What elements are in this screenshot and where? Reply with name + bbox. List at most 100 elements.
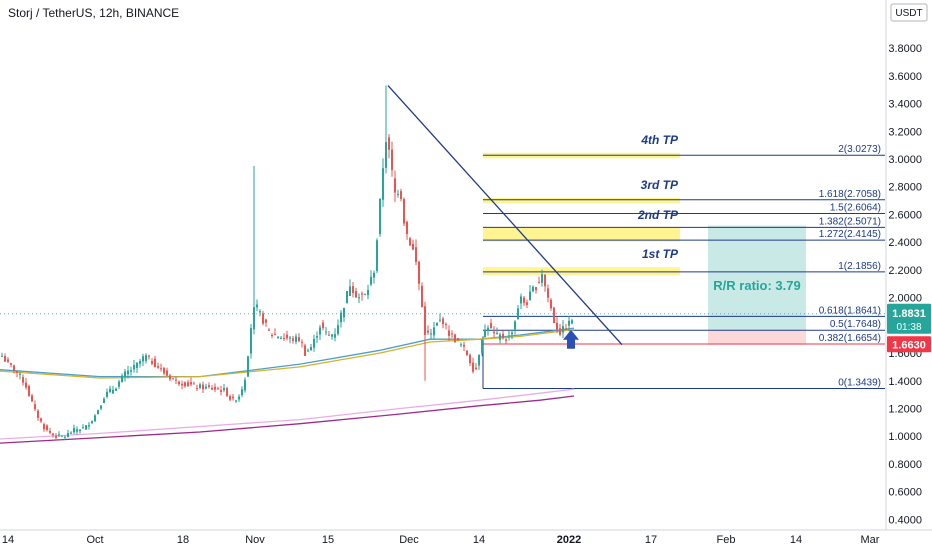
y-tick-label: 0.6000 bbox=[888, 487, 922, 499]
candle-body bbox=[565, 328, 567, 330]
candle-body bbox=[94, 415, 96, 422]
candle-body bbox=[229, 396, 231, 400]
candle-body bbox=[541, 274, 543, 283]
candle-body bbox=[238, 396, 240, 400]
fib-level-label: 1(2.1856) bbox=[838, 261, 881, 272]
x-tick-label: 14 bbox=[2, 534, 14, 546]
stop-price-badge bbox=[887, 336, 931, 353]
candle-body bbox=[61, 435, 63, 437]
candle-body bbox=[133, 365, 135, 370]
candle-body bbox=[361, 293, 363, 295]
candle-body bbox=[337, 325, 339, 335]
candle-body bbox=[373, 272, 375, 278]
candle-body bbox=[91, 420, 93, 423]
candle-body bbox=[328, 334, 330, 336]
candle-body bbox=[445, 323, 447, 325]
candle-body bbox=[199, 384, 201, 388]
candle-body bbox=[139, 361, 141, 364]
y-tick-label: 2.4000 bbox=[888, 237, 922, 249]
fib-level-label: 1.618(2.7058) bbox=[819, 189, 881, 200]
candle-body bbox=[403, 199, 405, 224]
candle-body bbox=[430, 333, 432, 335]
candle-body bbox=[274, 333, 276, 335]
candle-body bbox=[556, 322, 558, 331]
candle-body bbox=[499, 334, 501, 340]
x-tick-label: Feb bbox=[717, 534, 736, 546]
candle-body bbox=[466, 350, 468, 356]
candle-body bbox=[529, 291, 531, 301]
candle-body bbox=[7, 359, 9, 362]
moving-average-line bbox=[0, 328, 575, 379]
y-tick-label: 2.6000 bbox=[888, 209, 922, 221]
fib-level-label: 1.272(2.4145) bbox=[819, 229, 881, 240]
candle-body bbox=[16, 370, 18, 373]
y-tick-label: 0.8000 bbox=[888, 459, 922, 471]
x-tick-label: 14 bbox=[473, 534, 485, 546]
candle-body bbox=[151, 361, 153, 364]
candle-body bbox=[538, 282, 540, 284]
y-tick-label: 1.4000 bbox=[888, 376, 922, 388]
candle-body bbox=[412, 243, 414, 250]
candle-body bbox=[409, 238, 411, 246]
candle-body bbox=[343, 307, 345, 318]
candle-body bbox=[310, 347, 312, 351]
tp-zone bbox=[483, 226, 680, 242]
candle-body bbox=[55, 435, 57, 438]
candle-body bbox=[547, 288, 549, 298]
candle-body bbox=[157, 366, 159, 368]
candle-body bbox=[88, 425, 90, 427]
candle-body bbox=[79, 429, 81, 432]
candle-body bbox=[64, 436, 66, 438]
candle-body bbox=[166, 370, 168, 376]
x-tick-label: Oct bbox=[86, 534, 103, 546]
candle-body bbox=[19, 373, 21, 375]
candle-body bbox=[169, 375, 171, 380]
candle-body bbox=[364, 293, 366, 295]
candle-body bbox=[514, 321, 516, 330]
candle-body bbox=[352, 286, 354, 294]
candle-body bbox=[124, 371, 126, 378]
candle-body bbox=[571, 320, 573, 324]
candle-body bbox=[397, 193, 399, 195]
x-tick-label: 18 bbox=[177, 534, 189, 546]
candle-body bbox=[259, 311, 261, 313]
candle-body bbox=[256, 304, 258, 308]
candle-body bbox=[418, 261, 420, 284]
candle-body bbox=[241, 389, 243, 396]
candle-body bbox=[1, 355, 3, 357]
candle-body bbox=[490, 323, 492, 329]
y-tick-label: 1.0000 bbox=[888, 431, 922, 443]
candle-body bbox=[115, 388, 117, 391]
fib-level-label: 0(1.3439) bbox=[838, 378, 881, 389]
fib-level-label: 1.382(2.5071) bbox=[819, 216, 881, 227]
candle-body bbox=[478, 354, 480, 366]
candle-body bbox=[40, 418, 42, 422]
candle-body bbox=[487, 327, 489, 331]
candle-body bbox=[70, 432, 72, 434]
candle-body bbox=[121, 375, 123, 382]
candle-body bbox=[160, 368, 162, 370]
candle-body bbox=[391, 149, 393, 170]
candle-body bbox=[388, 137, 390, 150]
candle-body bbox=[184, 382, 186, 387]
y-tick-label: 3.2000 bbox=[888, 126, 922, 138]
candle-body bbox=[415, 247, 417, 262]
candle-body bbox=[496, 333, 498, 335]
candle-body bbox=[421, 285, 423, 308]
candle-body bbox=[505, 339, 507, 341]
candle-body bbox=[175, 379, 177, 381]
candle-body bbox=[253, 307, 255, 330]
candle-body bbox=[187, 382, 189, 386]
candle-body bbox=[97, 410, 99, 415]
candle-body bbox=[235, 400, 237, 402]
y-tick-label: 3.8000 bbox=[888, 43, 922, 55]
candle-body bbox=[457, 337, 459, 340]
candle-body bbox=[298, 337, 300, 342]
candle-body bbox=[358, 297, 360, 299]
candle-body bbox=[355, 291, 357, 298]
candle-body bbox=[58, 434, 60, 436]
currency-label: USDT bbox=[895, 8, 922, 19]
candle-body bbox=[82, 427, 84, 429]
candle-body bbox=[211, 387, 213, 390]
